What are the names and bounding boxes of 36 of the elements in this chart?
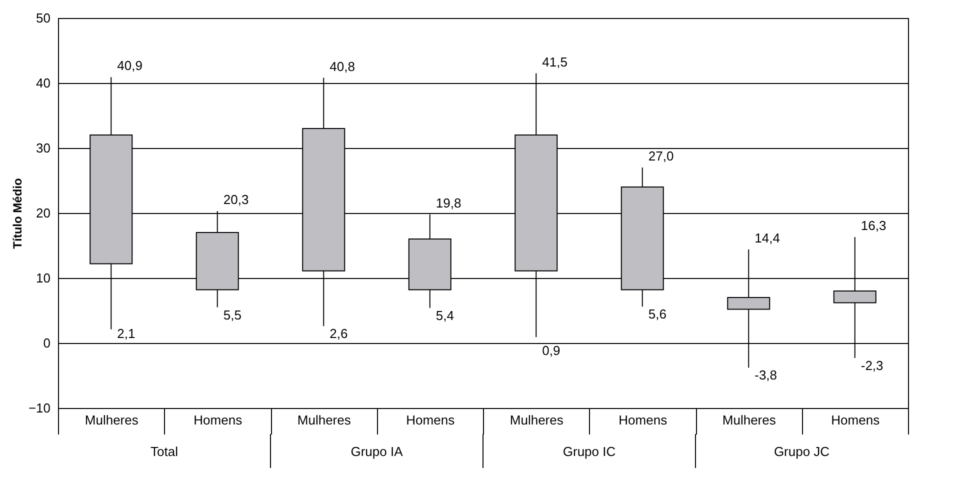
text: 41,5 [542,54,568,70]
text: Total [150,444,178,459]
x-tick-label: Homens [618,412,668,428]
text: 40,8 [330,58,355,74]
y-tick-label: −10 [28,400,50,416]
text: 40,9 [117,58,142,74]
text: 27,0 [648,148,674,164]
y-axis-title: Título Médio [10,178,24,249]
text: 5,6 [648,306,666,322]
text: 16,3 [860,218,886,234]
x-tick-label: Mulheres [722,412,776,428]
x-tick-label: Homens [831,412,880,428]
text: -2,3 [860,358,884,373]
text: -3,8 [754,368,778,383]
text: 14,4 [754,230,780,246]
y-tick-label: 50 [36,10,50,26]
y-tick-label: 30 [36,140,50,156]
text: Grupo JC [774,444,830,459]
text: 5,5 [223,307,242,322]
y-tick-label: 40 [36,76,50,90]
x-tick-label: Mulheres [510,412,564,428]
text: 0,9 [542,343,560,358]
text: Grupo IA [350,444,404,459]
x-tick-label: Homens [194,412,243,428]
text: 5,4 [436,308,454,323]
x-tick-label: Mulheres [297,412,352,428]
y-tick-label: 20 [36,206,50,220]
text: 19,8 [436,195,462,210]
text: 2,6 [330,326,348,342]
y-tick-label: 0 [43,336,50,350]
y-tick-label: 10 [36,270,50,286]
text: Grupo IC [562,444,616,459]
text: 2,1 [117,326,136,341]
x-tick-label: Mulheres [84,412,139,428]
text: 20,3 [223,192,249,208]
x-tick-label: Homens [406,412,456,428]
